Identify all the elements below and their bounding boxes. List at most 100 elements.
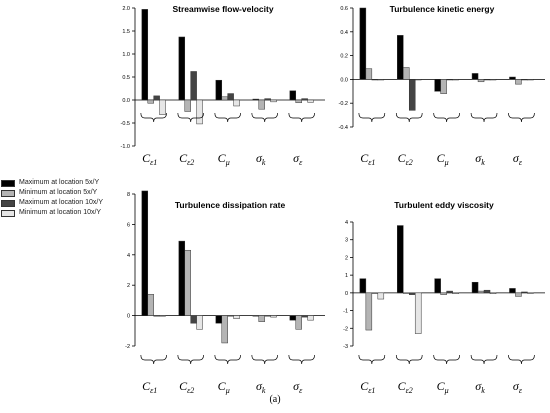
bar-2-3 [221, 96, 228, 101]
bar-4-2 [414, 292, 422, 334]
chart-panel-2: Turbulence kinetic energy -0.4 -0.2 0.0 0.2 0… [339, 4, 545, 167]
bar-2-3 [440, 292, 447, 295]
category-brace [251, 354, 278, 365]
bar-1-5 [509, 288, 516, 294]
bar-4-2 [196, 315, 203, 330]
bar-3-5 [301, 315, 308, 318]
bar-1-1 [141, 9, 149, 101]
bar-4-2 [414, 79, 422, 81]
bar-4-3 [452, 79, 459, 81]
bar-2-4 [477, 290, 485, 294]
y-tick-label: 6 [127, 222, 130, 228]
bar-4-3 [452, 292, 459, 294]
category-brace [358, 354, 386, 365]
bar-2-2 [403, 292, 410, 294]
bar-3-3 [227, 315, 234, 317]
y-tick-label: -2 [343, 326, 348, 332]
bar-2-1 [365, 292, 373, 331]
y-tick-label: 8 [127, 192, 130, 198]
bar-3-5 [521, 79, 528, 81]
bar-4-5 [307, 315, 314, 321]
category-brace [288, 112, 315, 123]
x-category-label: Cε2 [179, 379, 194, 395]
x-category-label: σk [256, 379, 266, 395]
bar-2-4 [258, 99, 265, 110]
category-brace [470, 112, 498, 123]
category-brace [251, 112, 278, 123]
x-category-label: Cε2 [179, 151, 194, 167]
bar-2-5 [295, 315, 302, 330]
category-brace [395, 354, 423, 365]
x-category-label: Cε1 [142, 151, 157, 167]
bar-4-4 [270, 315, 277, 318]
bar-2-3 [440, 79, 447, 94]
x-category-label: Cε1 [360, 379, 375, 395]
bar-2-2 [403, 67, 410, 80]
y-tick-label: 2.0 [122, 6, 130, 12]
y-tick-label: 1.0 [122, 52, 130, 58]
x-category-label: Cε1 [142, 379, 157, 395]
bar-4-4 [270, 99, 277, 103]
bar-3-1 [153, 315, 160, 317]
bar-1-3 [215, 315, 223, 324]
y-tick-label: 1 [345, 273, 348, 279]
legend-label: Minimum at location 5x/Y [19, 189, 98, 196]
bar-2-4 [258, 315, 265, 322]
bar-3-4 [483, 289, 491, 294]
category-brace [508, 354, 535, 365]
bar-2-5 [515, 79, 522, 85]
x-category-label: σε [293, 151, 303, 167]
legend-label: Minimum at location 10x/Y [19, 209, 102, 216]
y-tick-label: 0 [127, 314, 130, 320]
legend-label: Maximum at location 5x/Y [19, 179, 100, 186]
category-brace [214, 354, 241, 365]
bar-1-2 [178, 240, 186, 316]
y-tick-label: 0.0 [122, 98, 130, 104]
bar-1-1 [359, 278, 367, 294]
chart-title: Turbulent eddy viscosity [394, 200, 494, 210]
bar-4-1 [159, 99, 166, 115]
category-brace [433, 112, 460, 123]
bar-2-2 [184, 249, 191, 316]
legend-item-min-5: Minimum at location 5x/Y [1, 188, 127, 198]
category-brace [470, 354, 498, 365]
category-brace [358, 112, 386, 123]
legend-label: Maximum at location 10x/Y [19, 199, 104, 206]
bar-4-3 [233, 99, 240, 107]
bar-3-2 [408, 292, 416, 295]
bar-1-3 [434, 79, 441, 92]
y-tick-label: -0.2 [339, 101, 348, 107]
bar-2-1 [147, 99, 154, 104]
y-tick-label: -0.4 [339, 125, 348, 131]
x-category-label: σk [256, 151, 266, 167]
chart-title: Turbulence dissipation rate [175, 200, 286, 210]
y-tick-label: 2 [345, 255, 348, 261]
figure-caption: (a) [269, 394, 281, 405]
bar-3-2 [190, 315, 197, 324]
x-category-label: Cμ [437, 151, 449, 167]
bar-4-1 [159, 315, 166, 317]
y-tick-label: -3 [343, 344, 348, 350]
bar-2-1 [365, 68, 373, 80]
x-category-label: σε [293, 379, 303, 395]
y-tick-label: 0.2 [340, 54, 348, 60]
bar-1-4 [252, 98, 260, 101]
category-brace [433, 354, 460, 365]
bar-2-4 [477, 79, 485, 83]
y-tick-label: 1.5 [122, 29, 130, 35]
y-tick-label: 0.4 [340, 30, 348, 36]
y-tick-label: 0.0 [340, 77, 348, 83]
x-category-label: Cμ [437, 379, 449, 395]
y-tick-label: 0 [345, 291, 348, 297]
legend-swatch [1, 209, 15, 217]
legend-swatch [1, 189, 15, 197]
bar-1-1 [359, 7, 367, 80]
bar-3-3 [446, 290, 453, 294]
chart-title: Turbulence kinetic energy [390, 4, 495, 14]
legend-swatch [1, 179, 15, 187]
bar-3-4 [264, 98, 271, 101]
legend: Maximum at location 5x/Y Minimum at loca… [1, 178, 127, 218]
bar-3-1 [371, 292, 379, 294]
x-category-label: σk [475, 151, 485, 167]
